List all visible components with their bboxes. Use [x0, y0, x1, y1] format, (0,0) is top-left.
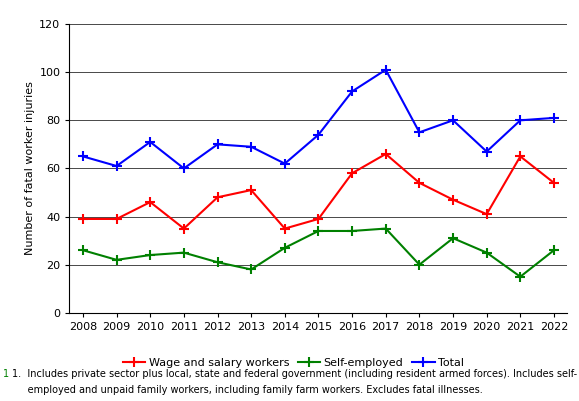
Total: [181, 166, 188, 171]
Line: Wage and salary workers: Wage and salary workers: [78, 149, 559, 233]
Total: [517, 118, 524, 123]
Wage and salary workers: [79, 217, 86, 221]
Self-employed: [248, 267, 255, 272]
Wage and salary workers: [281, 226, 288, 231]
Wage and salary workers: [483, 212, 490, 217]
Self-employed: [483, 250, 490, 255]
Total: [214, 142, 221, 147]
Total: [146, 140, 153, 144]
Wage and salary workers: [248, 188, 255, 192]
Self-employed: [146, 253, 153, 257]
Total: [248, 144, 255, 149]
Total: [79, 154, 86, 159]
Self-employed: [315, 229, 322, 233]
Self-employed: [181, 250, 188, 255]
Y-axis label: Number of fatal worker injuries: Number of fatal worker injuries: [25, 81, 35, 255]
Self-employed: [214, 260, 221, 265]
Line: Self-employed: Self-employed: [78, 224, 559, 282]
Self-employed: [416, 262, 423, 267]
Wage and salary workers: [382, 152, 389, 156]
Self-employed: [382, 226, 389, 231]
Self-employed: [349, 229, 356, 233]
Wage and salary workers: [449, 197, 456, 202]
Total: [349, 89, 356, 94]
Self-employed: [449, 236, 456, 241]
Wage and salary workers: [315, 217, 322, 221]
Wage and salary workers: [349, 171, 356, 176]
Wage and salary workers: [146, 200, 153, 205]
Self-employed: [79, 248, 86, 253]
Total: [382, 67, 389, 72]
Text: employed and unpaid family workers, including family farm workers. Excludes fata: employed and unpaid family workers, incl…: [12, 385, 482, 395]
Text: 1.  Includes private sector plus local, state and federal government (including : 1. Includes private sector plus local, s…: [12, 369, 577, 379]
Total: [449, 118, 456, 123]
Total: [416, 130, 423, 135]
Total: [315, 132, 322, 137]
Total: [281, 161, 288, 166]
Self-employed: [517, 274, 524, 279]
Text: 1: 1: [3, 369, 9, 379]
Line: Total: Total: [78, 65, 559, 173]
Total: [551, 115, 558, 120]
Wage and salary workers: [551, 180, 558, 185]
Wage and salary workers: [214, 195, 221, 200]
Wage and salary workers: [416, 180, 423, 185]
Self-employed: [281, 245, 288, 250]
Total: [483, 149, 490, 154]
Self-employed: [551, 248, 558, 253]
Self-employed: [113, 257, 120, 262]
Legend: Wage and salary workers, Self-employed, Total: Wage and salary workers, Self-employed, …: [119, 353, 468, 373]
Wage and salary workers: [517, 154, 524, 159]
Wage and salary workers: [113, 217, 120, 221]
Total: [113, 164, 120, 168]
Wage and salary workers: [181, 226, 188, 231]
